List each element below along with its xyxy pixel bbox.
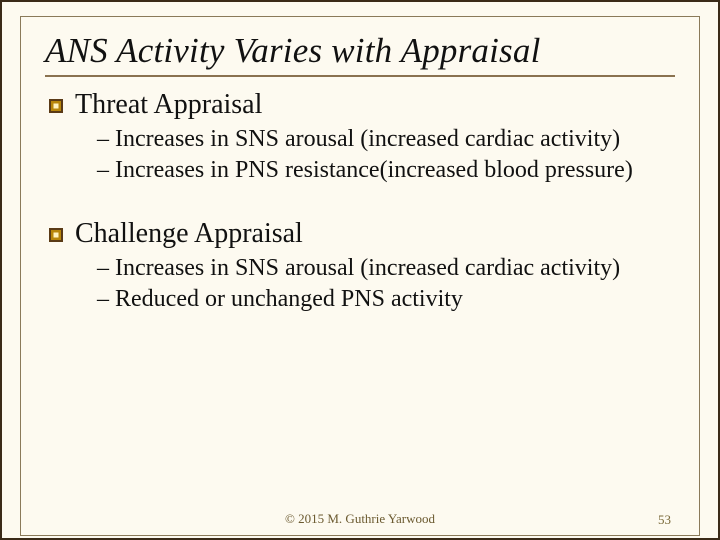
sub-challenge-1-text: Reduced or unchanged PNS activity — [115, 286, 463, 312]
sub-challenge-1: – Reduced or unchanged PNS activity — [97, 285, 675, 314]
sub-threat-0: – Increases in SNS arousal (increased ca… — [97, 125, 675, 154]
copyright-text: © 2015 M. Guthrie Yarwood — [285, 511, 435, 527]
slide-title: ANS Activity Varies with Appraisal — [45, 31, 675, 71]
footer: © 2015 M. Guthrie Yarwood 53 — [45, 511, 675, 527]
square-bullet-icon — [49, 228, 63, 242]
bullet-threat: Threat Appraisal — [49, 89, 675, 121]
heading-threat: Threat Appraisal — [75, 89, 262, 121]
sub-threat-0-text: Increases in SNS arousal (increased card… — [115, 126, 620, 152]
slide: ANS Activity Varies with Appraisal Threa… — [0, 0, 720, 540]
section-gap — [49, 186, 675, 212]
title-rule — [45, 75, 675, 77]
sub-challenge-0-text: Increases in SNS arousal (increased card… — [115, 255, 620, 281]
sub-challenge-0: – Increases in SNS arousal (increased ca… — [97, 254, 675, 283]
sub-threat-1-text: Increases in PNS resistance(increased bl… — [115, 157, 633, 183]
content-area: Threat Appraisal – Increases in SNS arou… — [45, 89, 675, 314]
bullet-challenge: Challenge Appraisal — [49, 218, 675, 250]
heading-challenge: Challenge Appraisal — [75, 218, 303, 250]
slide-inner: ANS Activity Varies with Appraisal Threa… — [20, 16, 700, 536]
page-number: 53 — [658, 512, 671, 528]
sub-threat-1: – Increases in PNS resistance(increased … — [97, 156, 675, 185]
square-bullet-icon — [49, 99, 63, 113]
